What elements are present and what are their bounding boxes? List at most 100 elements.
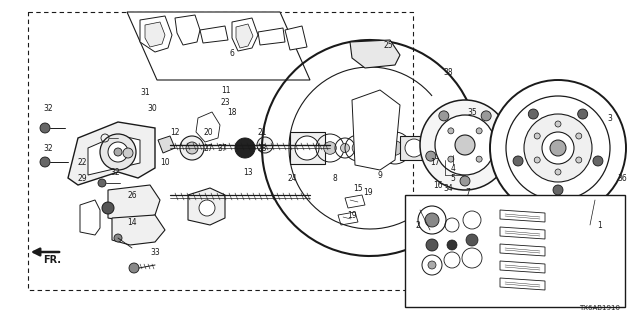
Text: 11: 11 [221, 85, 231, 94]
Circle shape [340, 143, 349, 153]
Circle shape [114, 148, 122, 156]
Polygon shape [158, 136, 175, 153]
Text: 4: 4 [451, 164, 456, 172]
Circle shape [513, 156, 523, 166]
Circle shape [40, 123, 50, 133]
Polygon shape [338, 212, 358, 225]
Circle shape [494, 151, 504, 161]
Text: 13: 13 [243, 167, 253, 177]
Polygon shape [352, 90, 400, 170]
Polygon shape [232, 18, 258, 51]
Text: 30: 30 [147, 103, 157, 113]
Circle shape [295, 136, 319, 160]
Circle shape [352, 142, 364, 154]
Polygon shape [350, 40, 400, 68]
Circle shape [524, 114, 592, 182]
Bar [400, 136, 428, 160]
Polygon shape [196, 112, 220, 142]
Circle shape [420, 100, 510, 190]
Circle shape [108, 142, 128, 162]
Text: 32: 32 [43, 103, 53, 113]
Polygon shape [500, 278, 545, 290]
Polygon shape [500, 244, 545, 256]
Text: 34: 34 [443, 183, 453, 193]
Circle shape [428, 261, 436, 269]
Circle shape [100, 134, 136, 170]
Text: 29: 29 [77, 173, 87, 182]
Circle shape [448, 156, 454, 162]
Text: 32: 32 [110, 167, 120, 177]
Circle shape [460, 176, 470, 186]
Circle shape [576, 133, 582, 139]
Circle shape [476, 156, 482, 162]
Polygon shape [258, 28, 285, 45]
Circle shape [199, 200, 215, 216]
Polygon shape [88, 135, 140, 175]
Text: 20: 20 [203, 127, 213, 137]
Circle shape [439, 111, 449, 121]
Circle shape [235, 138, 255, 158]
Bar [290, 132, 325, 164]
Text: 19: 19 [347, 211, 357, 220]
Polygon shape [285, 26, 307, 50]
Circle shape [180, 136, 204, 160]
Circle shape [324, 142, 336, 154]
Text: 2: 2 [415, 220, 420, 229]
Text: 27: 27 [203, 143, 213, 153]
Text: 28: 28 [257, 143, 267, 153]
Polygon shape [140, 16, 172, 52]
Circle shape [466, 234, 478, 246]
Bar [405, 195, 625, 307]
Circle shape [534, 133, 540, 139]
Text: 35: 35 [467, 108, 477, 116]
Polygon shape [127, 12, 310, 80]
Text: 3: 3 [607, 114, 612, 123]
Circle shape [129, 263, 139, 273]
Circle shape [426, 151, 436, 161]
Text: 37: 37 [217, 143, 227, 153]
Text: 32: 32 [43, 143, 53, 153]
Text: 16: 16 [433, 180, 443, 189]
Circle shape [435, 115, 495, 175]
Polygon shape [345, 195, 365, 208]
Text: 21: 21 [257, 127, 267, 137]
Polygon shape [145, 22, 165, 47]
Text: 23: 23 [220, 98, 230, 107]
Text: 19: 19 [363, 188, 373, 196]
Circle shape [425, 213, 439, 227]
Circle shape [123, 148, 133, 158]
Circle shape [578, 109, 588, 119]
Circle shape [448, 128, 454, 134]
Circle shape [426, 239, 438, 251]
Polygon shape [500, 210, 545, 222]
Circle shape [257, 137, 273, 153]
Circle shape [447, 240, 457, 250]
Text: 38: 38 [443, 68, 453, 76]
Text: 33: 33 [150, 247, 160, 257]
Circle shape [388, 141, 402, 155]
Circle shape [576, 157, 582, 163]
Circle shape [481, 111, 491, 121]
Text: 31: 31 [140, 87, 150, 97]
Circle shape [528, 109, 538, 119]
Circle shape [542, 132, 574, 164]
Text: 7: 7 [465, 188, 470, 196]
Circle shape [490, 80, 626, 216]
Text: 14: 14 [127, 218, 137, 227]
Circle shape [367, 144, 374, 152]
Text: 17: 17 [430, 157, 440, 166]
Text: 8: 8 [333, 173, 337, 182]
Text: 22: 22 [77, 157, 87, 166]
Polygon shape [112, 215, 165, 245]
Polygon shape [175, 15, 200, 45]
Polygon shape [188, 188, 225, 225]
Circle shape [405, 139, 423, 157]
Circle shape [534, 157, 540, 163]
Circle shape [186, 142, 198, 154]
Text: 26: 26 [127, 190, 137, 199]
Text: 24: 24 [287, 173, 297, 182]
Polygon shape [500, 227, 545, 239]
Circle shape [555, 169, 561, 175]
Circle shape [40, 157, 50, 167]
Text: 12: 12 [170, 127, 180, 137]
